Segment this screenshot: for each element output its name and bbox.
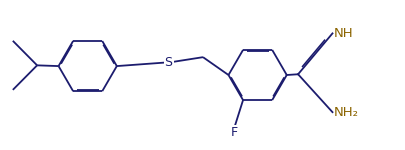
Text: S: S bbox=[164, 56, 172, 69]
Text: NH: NH bbox=[333, 27, 352, 40]
Text: NH₂: NH₂ bbox=[333, 106, 358, 119]
Text: F: F bbox=[230, 126, 237, 139]
